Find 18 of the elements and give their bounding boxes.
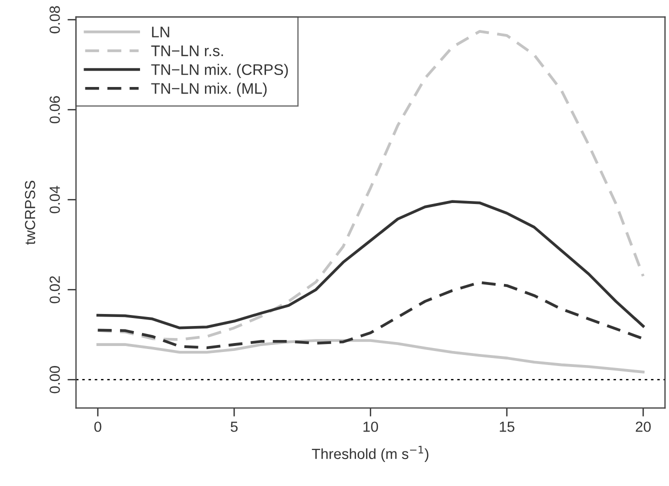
y-tick-label: 0.04 [50,186,60,214]
y-tick-label: 0.02 [50,276,60,304]
y-tick-label: 0.08 [50,6,60,34]
y-tick-label: 0.06 [50,96,60,124]
y-axis-title: twCRPSS [24,180,36,245]
legend-label: TN−LN mix. (CRPS) [151,64,288,78]
line-series [96,339,645,374]
legend-label: LN [152,26,170,38]
line-series [96,200,645,330]
y-tick-label: 0.00 [50,366,60,394]
legend-label: TN−LN mix. (ML) [151,82,267,97]
x-tick-label: 10 [364,422,378,432]
x-axis-title: Threshold (m s$^{−1}$) [312,446,428,462]
x-tick-label: 20 [636,422,651,432]
x-tick-label: 5 [230,422,238,432]
legend-label: TN−LN r.s. [151,46,223,56]
x-tick-label: 15 [500,422,514,432]
x-tick-label: 0 [94,422,102,432]
